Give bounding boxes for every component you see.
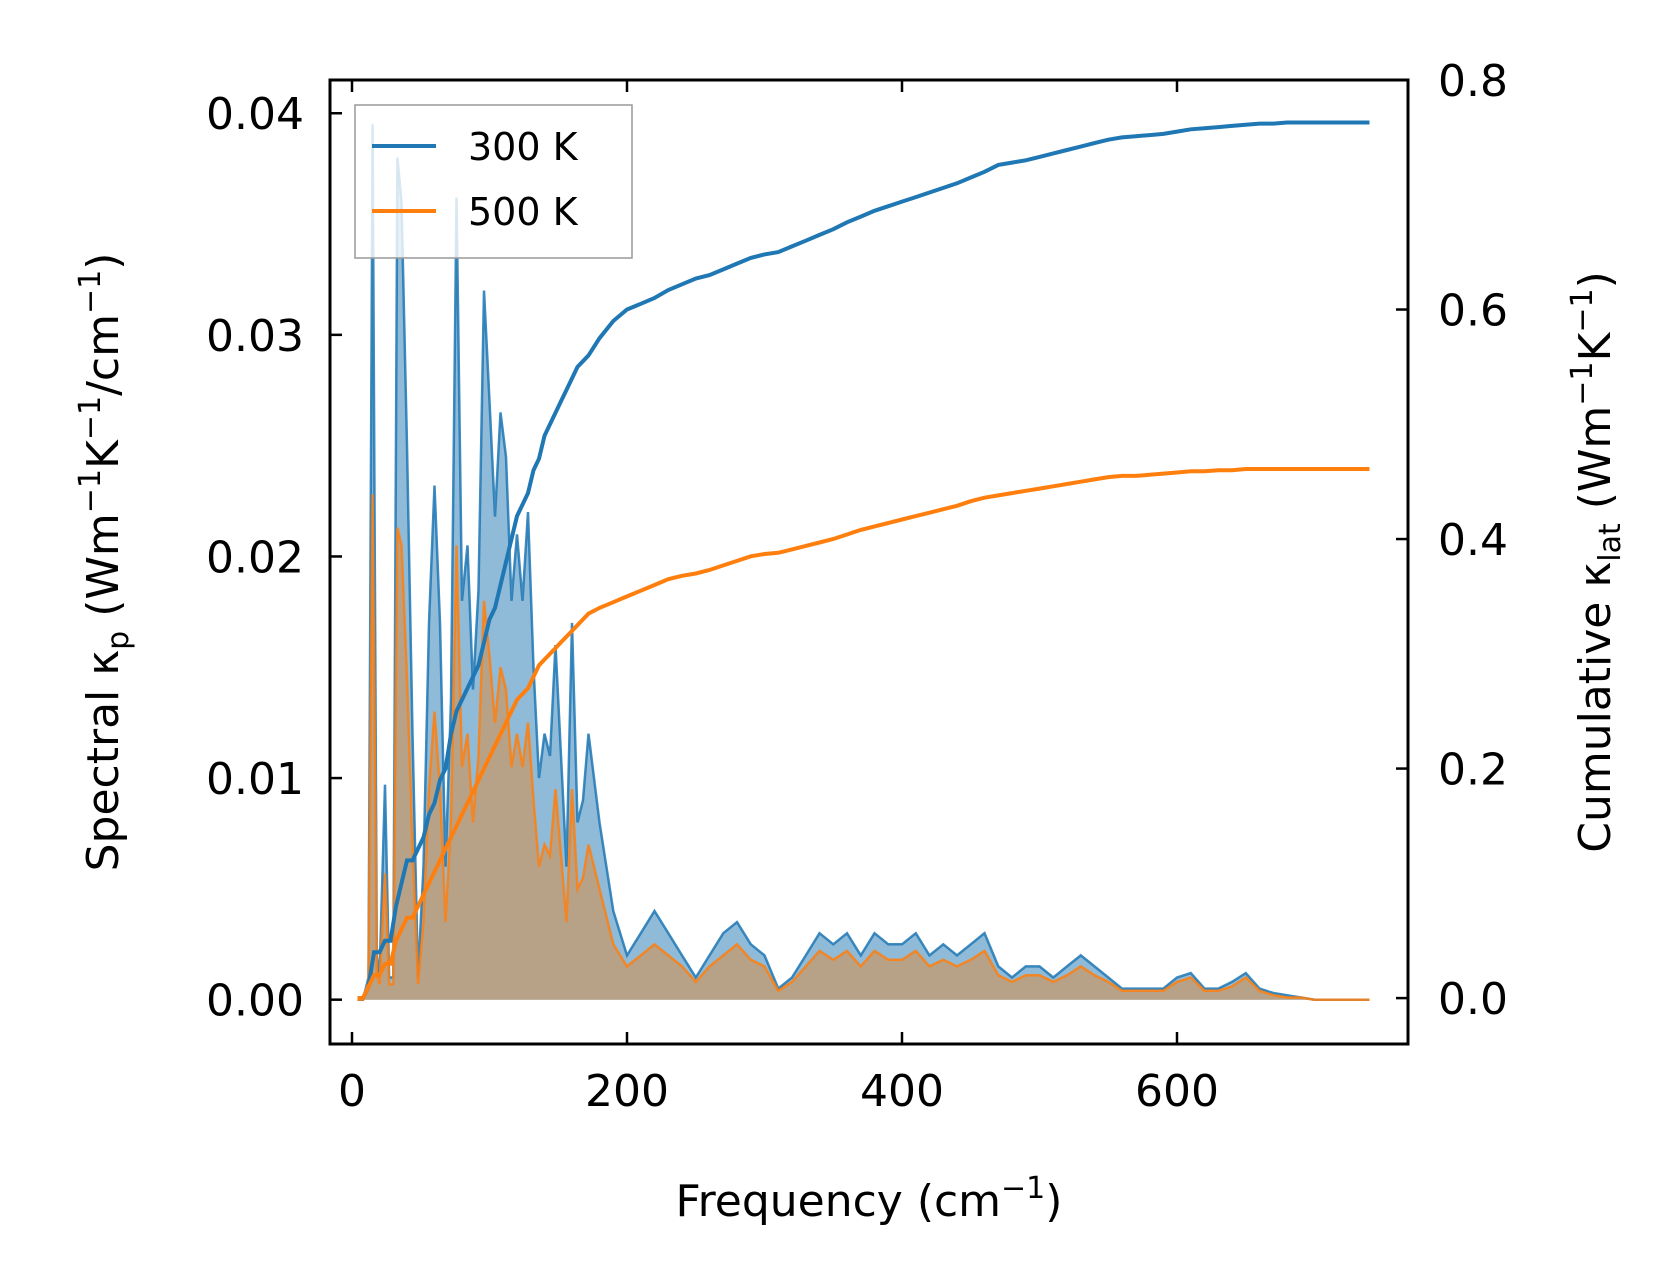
cumulative-layer (357, 120, 1370, 1001)
legend: 300 K 500 K (354, 104, 633, 259)
legend-box (354, 104, 633, 259)
y-tick-label-left: 0.01 (206, 754, 304, 805)
y-tick-label-left: 0.00 (206, 976, 304, 1027)
x-tick-label: 600 (1135, 1066, 1219, 1117)
ticks-layer: 0 200 400 600 0.00 0.01 0.02 0.03 0.04 0.0 0.2 0.4 0… (206, 56, 1508, 1117)
spectral-fill-500k (357, 494, 1370, 1000)
y-tick-label-left: 0.02 (206, 532, 304, 583)
y-axis-title-left: Spectral κp (Wm−1K−1/cm−1) (73, 253, 136, 872)
y-tick-label-right: 0.8 (1438, 56, 1508, 107)
y-tick-label-right: 0.2 (1438, 745, 1508, 796)
cumulative-line-300k (357, 120, 1370, 1001)
spectral-line-300k (357, 124, 1370, 1001)
x-tick-label: 0 (338, 1066, 366, 1117)
spectral-layer (357, 124, 1370, 1001)
spectral-line-500k (357, 494, 1370, 1001)
y-tick-label-left: 0.03 (206, 311, 304, 362)
legend-label-500k: 500 K (468, 190, 579, 234)
x-tick-label: 400 (860, 1066, 944, 1117)
y-tick-label-right: 0.0 (1438, 974, 1508, 1025)
y-tick-label-right: 0.4 (1438, 515, 1508, 566)
x-axis-title: Frequency (cm−1) (676, 1171, 1063, 1227)
x-tick-label: 200 (585, 1066, 669, 1117)
plot-frame (328, 78, 1410, 1046)
legend-label-300k: 300 K (468, 125, 579, 169)
cumulative-line-500k (357, 467, 1370, 1001)
y-axis-title-right: Cumulative κlat (Wm−1K−1) (1565, 271, 1628, 853)
y-tick-label-left: 0.04 (206, 89, 304, 140)
y-tick-label-right: 0.6 (1438, 286, 1508, 337)
